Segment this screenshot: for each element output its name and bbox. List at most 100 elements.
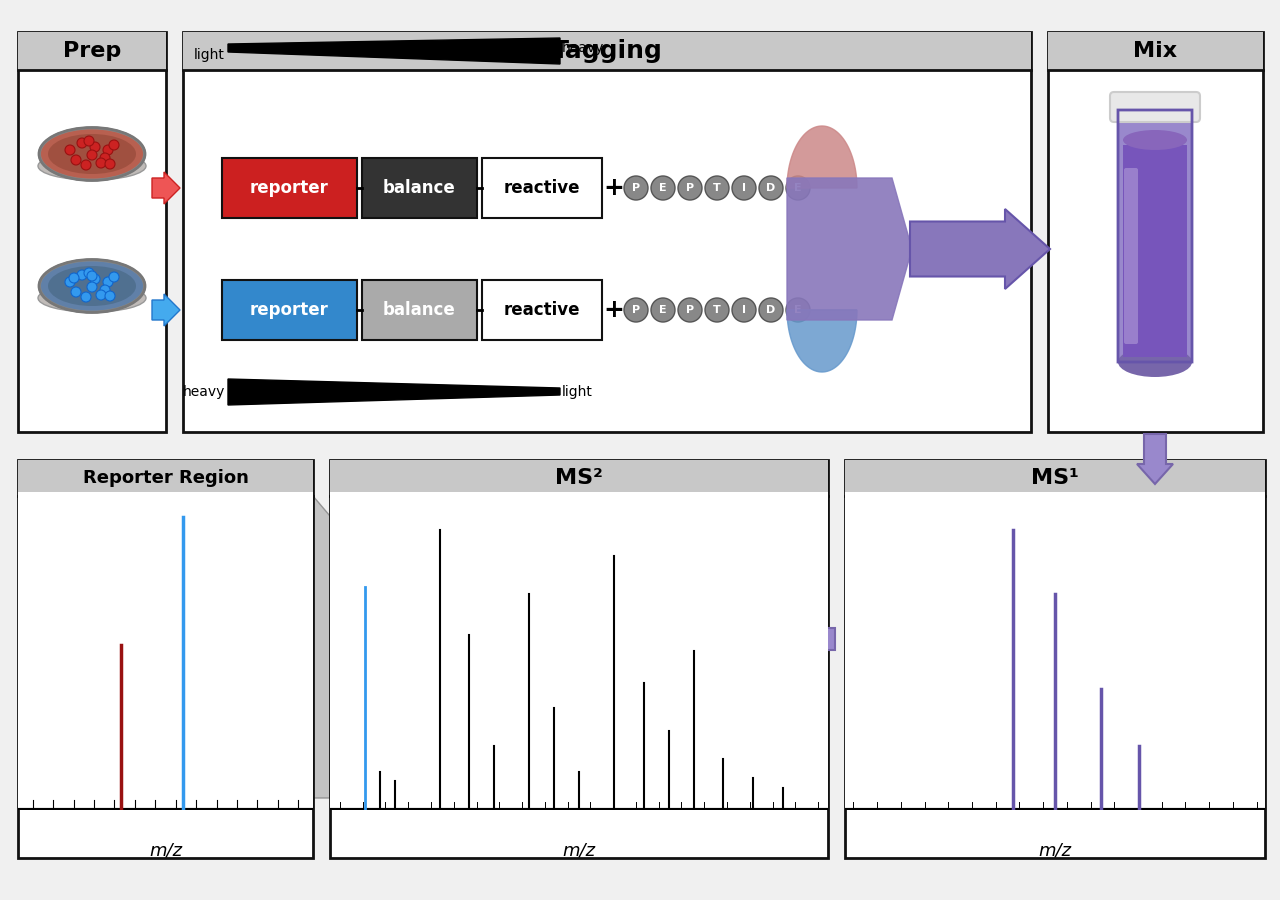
- Text: P: P: [442, 555, 449, 565]
- FancyBboxPatch shape: [183, 32, 1030, 432]
- Circle shape: [105, 159, 115, 169]
- Text: Reporter Region: Reporter Region: [83, 469, 248, 487]
- Text: MS²: MS²: [556, 468, 603, 488]
- Ellipse shape: [1117, 347, 1192, 377]
- Circle shape: [460, 549, 481, 571]
- Text: balance: balance: [383, 301, 456, 319]
- Text: E: E: [557, 685, 564, 695]
- Text: T: T: [607, 538, 614, 548]
- Text: E: E: [659, 183, 667, 193]
- Text: D: D: [767, 183, 776, 193]
- Text: T: T: [713, 305, 721, 315]
- Circle shape: [732, 176, 756, 200]
- Circle shape: [77, 138, 87, 148]
- FancyBboxPatch shape: [1048, 32, 1263, 432]
- Text: m/z: m/z: [1038, 842, 1071, 859]
- Ellipse shape: [49, 134, 136, 174]
- Text: reporter: reporter: [250, 179, 329, 197]
- Text: light: light: [195, 48, 225, 62]
- FancyArrow shape: [910, 209, 1050, 289]
- Text: D: D: [531, 685, 540, 695]
- Circle shape: [90, 142, 100, 152]
- FancyArrow shape: [774, 621, 835, 657]
- FancyBboxPatch shape: [18, 32, 166, 432]
- Text: D: D: [657, 538, 666, 548]
- Circle shape: [87, 271, 97, 281]
- FancyBboxPatch shape: [483, 158, 602, 218]
- Polygon shape: [314, 496, 330, 798]
- Text: T: T: [713, 183, 721, 193]
- Text: +: +: [604, 298, 625, 322]
- Circle shape: [70, 287, 81, 297]
- Text: P: P: [492, 555, 499, 565]
- Circle shape: [474, 679, 497, 701]
- Ellipse shape: [40, 260, 145, 312]
- Text: Prep: Prep: [63, 41, 122, 61]
- Circle shape: [599, 532, 621, 554]
- Polygon shape: [787, 310, 858, 372]
- Text: E: E: [467, 555, 474, 565]
- Circle shape: [96, 290, 106, 300]
- Circle shape: [625, 298, 648, 322]
- Text: P: P: [581, 538, 589, 548]
- FancyBboxPatch shape: [1117, 110, 1192, 362]
- Text: T: T: [481, 685, 489, 695]
- Circle shape: [573, 532, 596, 554]
- Circle shape: [102, 145, 113, 155]
- Circle shape: [652, 298, 675, 322]
- Polygon shape: [228, 38, 561, 64]
- Circle shape: [705, 176, 730, 200]
- Circle shape: [96, 158, 106, 168]
- FancyBboxPatch shape: [334, 721, 342, 776]
- Circle shape: [105, 291, 115, 301]
- FancyArrow shape: [152, 294, 180, 326]
- Polygon shape: [787, 178, 911, 320]
- Circle shape: [732, 298, 756, 322]
- Circle shape: [485, 549, 507, 571]
- Ellipse shape: [49, 266, 136, 306]
- Text: P: P: [632, 305, 640, 315]
- Text: balance: balance: [383, 179, 456, 197]
- Text: I: I: [742, 183, 746, 193]
- Circle shape: [786, 298, 810, 322]
- FancyBboxPatch shape: [845, 460, 1265, 496]
- Circle shape: [65, 145, 76, 155]
- FancyBboxPatch shape: [1123, 145, 1187, 357]
- Circle shape: [420, 619, 442, 641]
- Circle shape: [90, 274, 100, 284]
- FancyBboxPatch shape: [1110, 92, 1201, 122]
- Text: E: E: [794, 305, 801, 315]
- Text: reactive: reactive: [504, 301, 580, 319]
- Circle shape: [81, 160, 91, 170]
- Circle shape: [84, 268, 93, 278]
- Circle shape: [434, 549, 456, 571]
- FancyBboxPatch shape: [183, 32, 1030, 70]
- Circle shape: [499, 679, 521, 701]
- Circle shape: [394, 619, 416, 641]
- Circle shape: [102, 277, 113, 287]
- Circle shape: [100, 153, 110, 163]
- Text: reactive: reactive: [504, 179, 580, 197]
- Text: P: P: [686, 183, 694, 193]
- Circle shape: [625, 176, 648, 200]
- Text: I: I: [634, 538, 637, 548]
- FancyBboxPatch shape: [221, 280, 357, 340]
- Ellipse shape: [38, 284, 146, 312]
- FancyBboxPatch shape: [18, 32, 166, 70]
- Text: E: E: [659, 305, 667, 315]
- Circle shape: [109, 272, 119, 282]
- Text: MS¹: MS¹: [1032, 468, 1079, 488]
- Ellipse shape: [40, 128, 145, 180]
- Text: E: E: [794, 183, 801, 193]
- Text: P: P: [686, 305, 694, 315]
- Circle shape: [676, 532, 698, 554]
- Text: I: I: [508, 685, 512, 695]
- Circle shape: [87, 150, 97, 160]
- Circle shape: [100, 285, 110, 295]
- Text: D: D: [767, 305, 776, 315]
- Circle shape: [87, 282, 97, 292]
- Text: Mix: Mix: [1133, 41, 1178, 61]
- Circle shape: [705, 298, 730, 322]
- Text: light: light: [562, 385, 593, 399]
- Text: P: P: [632, 183, 640, 193]
